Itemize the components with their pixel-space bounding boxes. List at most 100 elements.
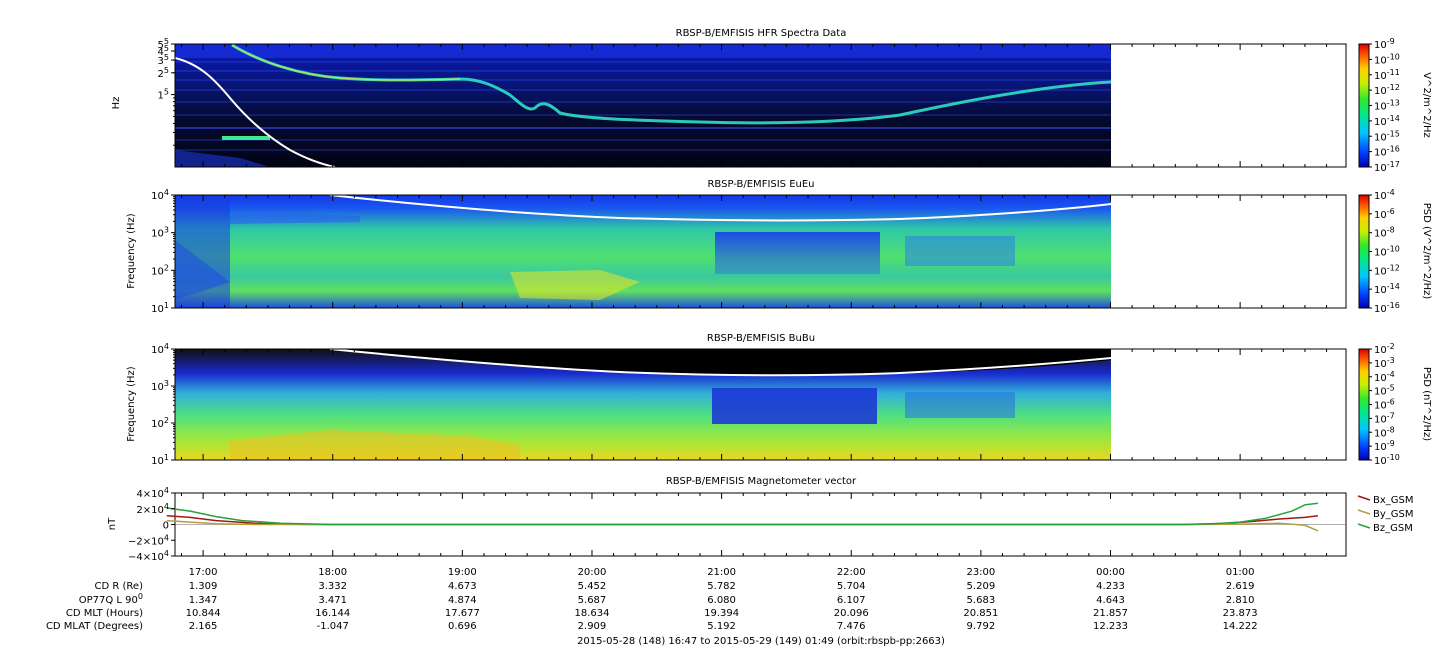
ephem-value: 2.165 <box>189 621 218 632</box>
y-tick-label: 25 <box>158 66 169 80</box>
y-tick-label: 103 <box>151 379 169 393</box>
bubu-density-hole <box>712 388 877 424</box>
time-label: 21:00 <box>707 567 736 578</box>
magnetometer-panel <box>166 492 1347 557</box>
ephem-value: 4.233 <box>1096 581 1125 592</box>
colorbar-tick-label: 10-16 <box>1374 145 1400 159</box>
panel-title-mag: RBSP-B/EMFISIS Magnetometer vector <box>666 476 857 487</box>
mag-series-group <box>166 502 1346 532</box>
ephem-row-label: CD MLAT (Degrees) <box>46 621 143 632</box>
colorbar-tick-label: 10-17 <box>1374 160 1400 174</box>
y-tick-label: 102 <box>151 263 169 277</box>
colorbar-tick-label: 10-14 <box>1374 282 1400 296</box>
ephem-row-label: CD R (Re) <box>95 581 144 592</box>
y-tick-label: 103 <box>151 226 169 240</box>
time-label: 00:00 <box>1096 567 1125 578</box>
time-label: 20:00 <box>578 567 607 578</box>
bubu-cyclotron-curve <box>329 348 1112 377</box>
eueu-low-freq-emission <box>510 270 640 300</box>
y-tick-label: 55 <box>158 37 169 51</box>
ephem-value: -1.047 <box>317 621 349 632</box>
eueu-cyclotron-curve <box>329 194 1112 222</box>
ephem-value: 4.673 <box>448 581 477 592</box>
ephem-value: 5.192 <box>707 621 736 632</box>
ephem-value: 1.309 <box>189 581 218 592</box>
ephem-value: 1.347 <box>189 595 218 606</box>
panel-title-eueu: RBSP-B/EMFISIS EuEu <box>707 179 814 190</box>
ephem-row-label: OP77Q L 900 <box>79 592 143 606</box>
ephem-value: 19.394 <box>704 608 739 619</box>
panel-title-hfr: RBSP-B/EMFISIS HFR Spectra Data <box>676 28 847 39</box>
ephem-value: 18.634 <box>574 608 609 619</box>
ephem-value: 20.096 <box>834 608 869 619</box>
bubu-spectrogram <box>174 348 1347 461</box>
ephem-value: 5.452 <box>578 581 607 592</box>
ephemeris-table: 17:00 18:00 19:00 20:00 21:00 22:00 23:00 00:00… <box>46 567 1258 632</box>
colorbar-tick-label: 10-16 <box>1374 301 1400 315</box>
eueu-frame <box>174 194 1347 309</box>
ephem-value: 4.643 <box>1096 595 1125 606</box>
ephem-value: 3.332 <box>318 581 347 592</box>
hfr-cutoff-curve <box>174 57 336 168</box>
colorbar-tick-label: 10-13 <box>1374 99 1400 113</box>
y-tick-label: 104 <box>151 342 169 356</box>
colorbar-eueu-label: PSD (V^2/m^2/Hz) <box>1421 203 1432 300</box>
mag-legend: Bx_GSM By_GSM Bz_GSM <box>1357 495 1414 534</box>
colorbar-hfr-label: V^2/m^2/Hz <box>1421 72 1432 138</box>
legend-swatch <box>1357 509 1371 515</box>
colorbar-tick-label: 10-8 <box>1374 425 1395 439</box>
ephem-value: 5.704 <box>837 581 866 592</box>
x-axis-ticks <box>180 44 1328 556</box>
ephem-value: 17.677 <box>445 608 480 619</box>
y-tick-label: 101 <box>151 301 169 315</box>
colorbar-tick-label: 10-6 <box>1374 398 1395 412</box>
time-label: 19:00 <box>448 567 477 578</box>
y-tick-label: 0 <box>163 521 169 532</box>
colorbar-tick-label: 10-11 <box>1374 68 1400 82</box>
bubu-ylabel: Frequency (Hz) <box>126 366 137 442</box>
ephem-value: 5.683 <box>967 595 996 606</box>
time-label: 22:00 <box>837 567 866 578</box>
colorbar-tick-label: 10-7 <box>1374 411 1395 425</box>
time-label: 23:00 <box>966 567 995 578</box>
y-tick-label: 4×104 <box>136 486 169 500</box>
y-tick-label: 101 <box>151 453 169 467</box>
ephem-value: 3.471 <box>318 595 347 606</box>
colorbar-tick-label: 10-5 <box>1374 384 1395 398</box>
hfr-emission-band <box>222 136 270 140</box>
colorbar-bubu-label: PSD (nT^2/Hz) <box>1421 367 1432 441</box>
footer-time-range: 2015-05-28 (148) 16:47 to 2015-05-29 (14… <box>577 636 945 647</box>
ephem-value: 2.810 <box>1226 595 1255 606</box>
colorbar-tick-label: 10-10 <box>1374 245 1400 259</box>
ephem-value: 2.619 <box>1226 581 1255 592</box>
ephem-value: 10.844 <box>186 608 221 619</box>
y-tick-label: 104 <box>151 188 169 202</box>
y-tick-label: 15 <box>158 88 169 102</box>
ephem-value: 0.696 <box>448 621 477 632</box>
colorbar-tick-label: 10-12 <box>1374 83 1400 97</box>
legend-label: By_GSM <box>1373 509 1414 520</box>
colorbar-bubu: 10-210-310-410-510-610-710-810-910-10 PS… <box>1358 342 1432 467</box>
legend-label: Bz_GSM <box>1373 523 1413 534</box>
legend-swatch <box>1357 495 1371 501</box>
colorbar-tick-label: 10-8 <box>1374 226 1395 240</box>
ephem-value: 9.792 <box>967 621 996 632</box>
panel-title-bubu: RBSP-B/EMFISIS BuBu <box>707 333 815 344</box>
colorbar-tick-label: 10-4 <box>1374 188 1395 202</box>
y-tick-label: 45 <box>158 44 169 58</box>
colorbar-tick-label: 10-4 <box>1374 370 1395 384</box>
ephem-row-label: CD MLT (Hours) <box>66 608 143 619</box>
ephem-value: 21.857 <box>1093 608 1128 619</box>
eueu-ylabel: Frequency (Hz) <box>126 213 137 289</box>
ephem-value: 16.144 <box>315 608 350 619</box>
y-tick-label: 35 <box>158 53 169 67</box>
colorbar-tick-label: 10-12 <box>1374 263 1400 277</box>
colorbar-tick-label: 10-9 <box>1374 37 1395 51</box>
eueu-spectrogram <box>174 194 1347 309</box>
colorbar-tick-label: 10-10 <box>1374 52 1400 66</box>
time-label: 18:00 <box>318 567 347 578</box>
colorbar-tick-label: 10-15 <box>1374 129 1400 143</box>
legend-swatch <box>1357 523 1371 529</box>
